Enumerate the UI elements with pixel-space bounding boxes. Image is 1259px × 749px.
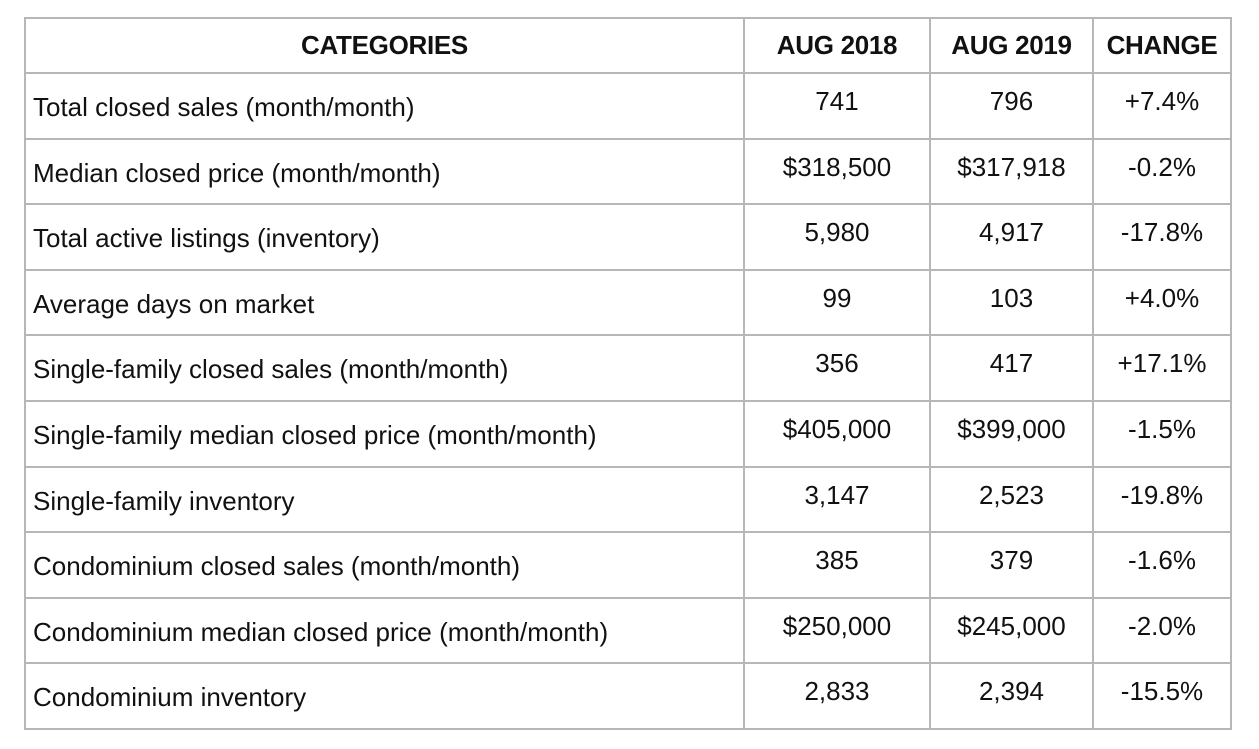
- aug-2018-cell: $250,000: [743, 596, 931, 665]
- change-cell: -19.8%: [1092, 465, 1232, 534]
- table-row: Single-family closed sales (month/month)…: [24, 334, 1232, 402]
- category-cell: Average days on market: [24, 268, 745, 337]
- aug-2018-cell: 2,833: [743, 662, 931, 730]
- aug-2018-cell: 99: [743, 268, 931, 337]
- table-row: Condominium inventory 2,833 2,394 -15.5%: [24, 662, 1232, 730]
- change-cell: +4.0%: [1092, 268, 1232, 337]
- aug-2018-cell: $318,500: [743, 137, 931, 206]
- header-row: CATEGORIES AUG 2018 AUG 2019 CHANGE: [24, 17, 1232, 74]
- change-cell: -2.0%: [1092, 596, 1232, 665]
- aug-2019-cell: 417: [929, 334, 1094, 402]
- change-cell: +7.4%: [1092, 72, 1232, 140]
- market-stats-table: CATEGORIES AUG 2018 AUG 2019 CHANGE Tota…: [24, 17, 1232, 730]
- aug-2019-cell: 2,523: [929, 465, 1094, 534]
- aug-2019-cell: 4,917: [929, 203, 1094, 271]
- category-cell: Total closed sales (month/month): [24, 72, 745, 140]
- category-cell: Condominium inventory: [24, 662, 745, 730]
- change-cell: -1.5%: [1092, 399, 1232, 468]
- category-cell: Condominium closed sales (month/month): [24, 531, 745, 599]
- table-row: Single-family inventory 3,147 2,523 -19.…: [24, 465, 1232, 534]
- category-cell: Single-family inventory: [24, 465, 745, 534]
- table-row: Condominium closed sales (month/month) 3…: [24, 531, 1232, 599]
- aug-2019-cell: 379: [929, 531, 1094, 599]
- change-cell: -1.6%: [1092, 531, 1232, 599]
- table-row: Condominium median closed price (month/m…: [24, 596, 1232, 665]
- change-cell: -15.5%: [1092, 662, 1232, 730]
- header-aug-2019: AUG 2019: [929, 17, 1094, 74]
- table-row: Average days on market 99 103 +4.0%: [24, 268, 1232, 337]
- table-row: Total active listings (inventory) 5,980 …: [24, 203, 1232, 271]
- header-aug-2018: AUG 2018: [743, 17, 931, 74]
- market-stats-table-container: CATEGORIES AUG 2018 AUG 2019 CHANGE Tota…: [24, 17, 1232, 730]
- change-cell: -17.8%: [1092, 203, 1232, 271]
- table-row: Single-family median closed price (month…: [24, 399, 1232, 468]
- aug-2019-cell: $317,918: [929, 137, 1094, 206]
- aug-2019-cell: $399,000: [929, 399, 1094, 468]
- aug-2019-cell: 796: [929, 72, 1094, 140]
- aug-2018-cell: 385: [743, 531, 931, 599]
- category-cell: Condominium median closed price (month/m…: [24, 596, 745, 665]
- aug-2018-cell: 741: [743, 72, 931, 140]
- change-cell: -0.2%: [1092, 137, 1232, 206]
- aug-2018-cell: 5,980: [743, 203, 931, 271]
- aug-2019-cell: 2,394: [929, 662, 1094, 730]
- table-row: Median closed price (month/month) $318,5…: [24, 137, 1232, 206]
- change-cell: +17.1%: [1092, 334, 1232, 402]
- table-row: Total closed sales (month/month) 741 796…: [24, 72, 1232, 140]
- aug-2018-cell: $405,000: [743, 399, 931, 468]
- aug-2019-cell: 103: [929, 268, 1094, 337]
- category-cell: Single-family closed sales (month/month): [24, 334, 745, 402]
- category-cell: Median closed price (month/month): [24, 137, 745, 206]
- header-categories: CATEGORIES: [24, 17, 745, 74]
- category-cell: Single-family median closed price (month…: [24, 399, 745, 468]
- aug-2019-cell: $245,000: [929, 596, 1094, 665]
- category-cell: Total active listings (inventory): [24, 203, 745, 271]
- aug-2018-cell: 3,147: [743, 465, 931, 534]
- aug-2018-cell: 356: [743, 334, 931, 402]
- header-change: CHANGE: [1092, 17, 1232, 74]
